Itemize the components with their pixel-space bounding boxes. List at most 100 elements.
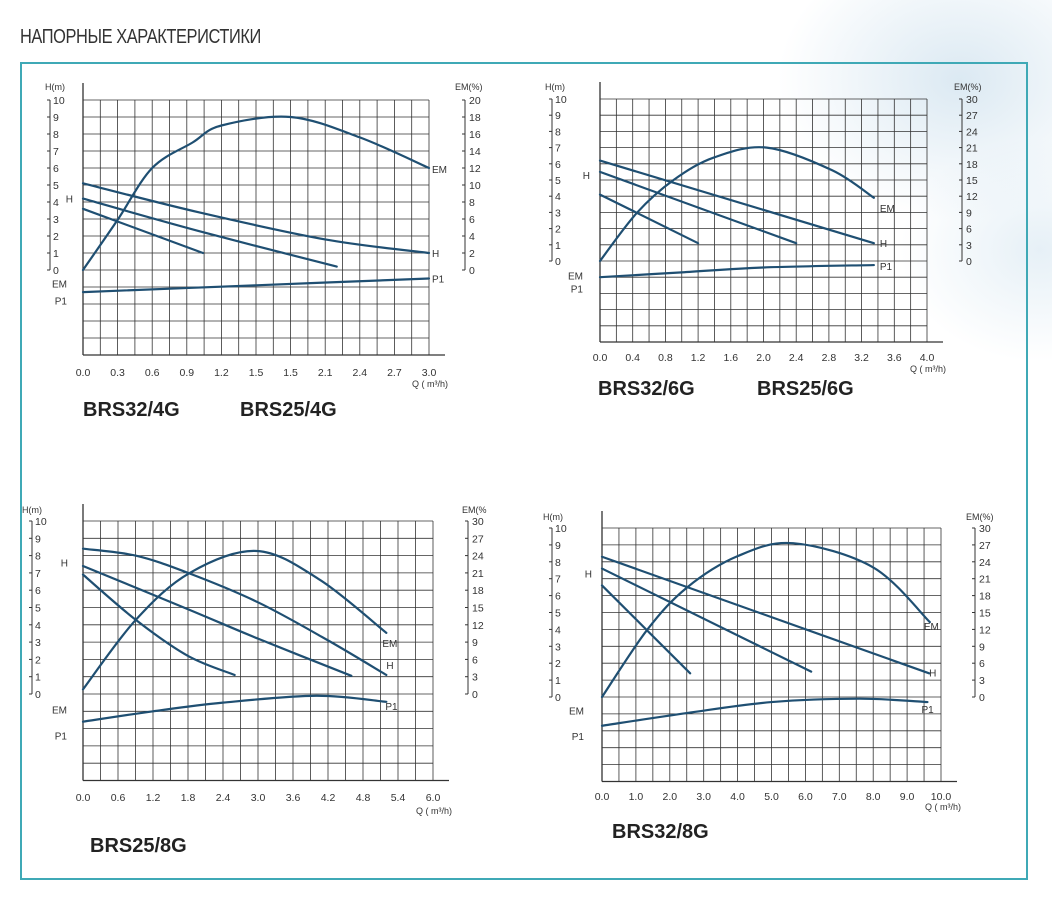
x-tick-label: 4.0: [920, 352, 935, 364]
right-axis-title: EM(%: [462, 505, 487, 515]
left-tick-label: 5: [555, 175, 561, 187]
left-tick-label: 7: [555, 143, 561, 155]
x-tick-label: 2.4: [352, 367, 367, 379]
x-tick-label: 10.0: [931, 791, 952, 803]
model-label: BRS25/6G: [757, 378, 854, 400]
x-tick-label: 4.8: [356, 792, 371, 804]
series-em-curve: [81, 549, 388, 691]
right-tick-label: 3: [472, 672, 478, 684]
x-tick-label: 7.0: [832, 791, 847, 803]
left-tick-label: 7: [53, 146, 59, 158]
x-tick-label: 2.8: [822, 352, 837, 364]
series-p1-curve: [598, 263, 875, 279]
curve-label-em: EM: [924, 622, 939, 633]
right-tick-label: 2: [469, 248, 475, 260]
x-tick-label: 2.1: [318, 367, 333, 379]
left-tick-label: 0: [555, 692, 561, 704]
left-tick-label: 0: [53, 265, 59, 277]
right-tick-label: 0: [979, 692, 985, 704]
series-p1-curve: [81, 277, 431, 294]
left-axis-title: H(m): [543, 512, 563, 522]
x-tick-label: 0.8: [658, 352, 673, 364]
right-tick-label: 24: [979, 557, 991, 569]
left-tick-label: 1: [555, 240, 561, 252]
right-tick-label: 30: [979, 523, 991, 535]
model-label: BRS25/4G: [240, 399, 337, 421]
x-tick-label: 3.0: [251, 792, 266, 804]
x-tick-label: 9.0: [900, 791, 915, 803]
right-tick-label: 12: [979, 624, 991, 636]
right-tick-label: 6: [469, 214, 475, 226]
series-p1-curve: [600, 697, 929, 727]
left-tick-label: 2: [35, 654, 41, 666]
series-em-curve: [81, 115, 431, 272]
left-tick-label: 4: [555, 191, 561, 203]
right-tick-label: 14: [469, 146, 481, 158]
left-tick-label: 0: [35, 689, 41, 701]
x-tick-label: 5.4: [391, 792, 406, 804]
right-tick-label: 24: [966, 126, 978, 138]
x-tick-label: 3.6: [286, 792, 301, 804]
x-tick-label: 0.6: [145, 367, 160, 379]
left-tick-label: 3: [53, 214, 59, 226]
right-tick-label: 15: [472, 603, 484, 615]
series-h-curve: [81, 207, 205, 255]
curve-label-h: H: [386, 661, 393, 672]
series-p1-curve: [81, 694, 388, 723]
left-tick-label: 4: [53, 197, 59, 209]
right-tick-label: 16: [469, 129, 481, 141]
right-tick-label: 30: [472, 516, 484, 528]
right-axis-title: EM(%): [954, 82, 982, 92]
right-tick-label: 15: [966, 175, 978, 187]
left-tick-label: 9: [555, 540, 561, 552]
left-tick-label: 8: [555, 557, 561, 569]
left-tick-label: 6: [53, 163, 59, 175]
x-tick-label: 0.3: [110, 367, 125, 379]
left-tick-label: 6: [35, 585, 41, 597]
x-axis-title: Q ( m³/h): [910, 364, 946, 374]
x-tick-label: 0.9: [179, 367, 194, 379]
right-tick-label: 6: [966, 224, 972, 236]
x-tick-label: 2.4: [216, 792, 231, 804]
curve-label-left-em: EM: [569, 707, 584, 718]
curve-label-h: H: [880, 239, 887, 250]
right-tick-label: 30: [966, 94, 978, 106]
right-tick-label: 0: [472, 689, 478, 701]
series-h-curve: [598, 193, 700, 245]
right-tick-label: 12: [472, 620, 484, 632]
left-tick-label: 9: [53, 112, 59, 124]
right-tick-label: 27: [472, 533, 484, 545]
left-tick-label: 5: [35, 603, 41, 615]
right-tick-label: 3: [979, 675, 985, 687]
right-tick-label: 21: [979, 574, 991, 586]
left-tick-label: 7: [555, 574, 561, 586]
left-tick-label: 2: [555, 658, 561, 670]
charts-frame: [20, 62, 1028, 880]
right-tick-label: 27: [966, 110, 978, 122]
left-axis-title: H(m): [545, 82, 565, 92]
left-tick-label: 10: [555, 523, 567, 535]
curve-label-em: EM: [382, 639, 397, 650]
left-tick-label: 9: [35, 533, 41, 545]
x-tick-label: 6.0: [426, 792, 441, 804]
x-tick-label: 6.0: [798, 791, 813, 803]
curve-label-h: H: [432, 249, 439, 260]
right-tick-label: 9: [966, 207, 972, 219]
right-tick-label: 9: [979, 641, 985, 653]
series-em-curve: [598, 146, 875, 263]
right-tick-label: 18: [472, 585, 484, 597]
grid: [601, 527, 942, 782]
series-h-curve: [600, 584, 692, 675]
left-tick-label: 9: [555, 110, 561, 122]
x-tick-label: 2.4: [789, 352, 804, 364]
right-tick-label: 27: [979, 540, 991, 552]
x-tick-label: 1.0: [629, 791, 644, 803]
left-tick-label: 2: [53, 231, 59, 243]
x-tick-label: 3.2: [854, 352, 869, 364]
series-h-curve: [81, 197, 338, 268]
right-tick-label: 0: [966, 256, 972, 268]
model-label: BRS32/8G: [612, 821, 709, 843]
